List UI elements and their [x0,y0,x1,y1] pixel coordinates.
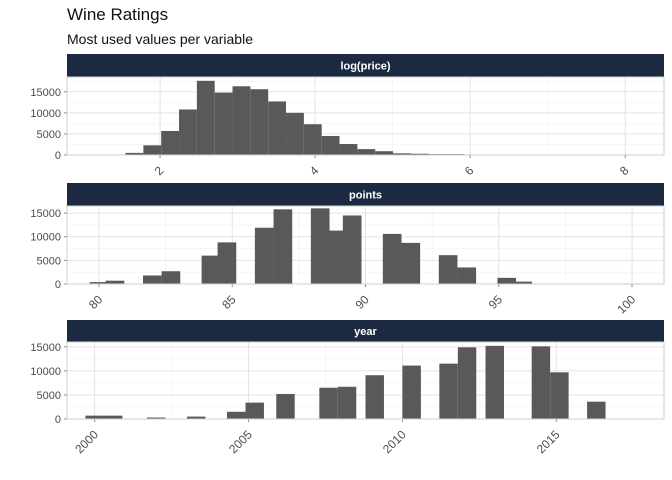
facet-strip-label: log(price) [340,61,390,73]
histogram-bar [286,112,304,155]
histogram-bar [365,375,384,419]
y-tick-label: 0 [55,279,61,291]
histogram-bar [497,277,517,284]
histogram-bar [382,233,402,284]
histogram-bar [337,386,357,419]
y-tick-label: 15000 [30,208,61,220]
x-tick-label: 100 [614,292,638,316]
y-tick-label: 0 [55,414,61,426]
histogram-bar [187,416,206,419]
y-tick-label: 5000 [37,255,61,267]
histogram-bar [147,417,166,419]
histogram-bar [179,109,197,155]
histogram-bar [587,401,606,419]
chart-subtitle: Most used values per variable [67,31,253,47]
histogram-bar [85,415,104,419]
histogram-bar [245,402,264,419]
facet-panel-2: year 0 5000 10000 15000 2000 2005 2010 2015 [30,320,665,456]
plot-panel [67,77,664,155]
facet-strip [67,320,664,342]
histogram-bar [401,242,421,284]
chart-title: Wine Ratings [67,5,169,24]
histogram-bar [457,267,477,284]
x-tick-label: 4 [307,163,322,178]
histogram-bar [196,80,215,155]
facet-panel-1: points 0 5000 10000 15000 80 85 90 95 100 [30,183,665,317]
histogram-bar [105,280,125,284]
x-tick-label: 2005 [226,427,255,456]
y-tick-label: 10000 [30,232,61,244]
histogram-bar [254,227,274,284]
histogram-bar [410,153,429,155]
x-tick-label: 85 [219,292,239,312]
y-tick-label: 10000 [30,366,61,378]
histogram-bar [310,208,330,284]
y-tick-label: 0 [55,150,61,162]
histogram-bar [326,230,346,284]
histogram-bar [393,153,411,155]
histogram-bar [273,209,293,284]
y-tick-label: 15000 [30,342,61,354]
facet-panel-0: log(price) 0 5000 10000 15000 2 4 6 8 [30,54,665,178]
histogram-bar [232,86,251,155]
histogram-bar [214,92,233,155]
histogram-bar [357,149,376,155]
histogram-bar [375,151,394,155]
histogram-bar [439,363,458,419]
histogram-bar [339,144,358,155]
histogram-bar [321,136,340,155]
x-tick-label: 80 [86,292,106,312]
histogram-bar [457,347,477,419]
x-tick-label: 2010 [380,427,409,456]
histogram-bar [217,242,237,284]
histogram-bar [125,152,144,155]
y-tick-label: 10000 [30,108,61,120]
histogram-bar [143,145,162,155]
panel-border [66,76,665,156]
x-tick-label: 2 [152,163,167,178]
histogram-bar [485,345,504,419]
histogram-bar [250,89,269,155]
histogram-bar [342,215,362,284]
histogram-bar [303,124,322,155]
y-tick-label: 15000 [30,87,61,99]
facet-strip-label: points [349,190,382,202]
histogram-bar [103,415,123,419]
x-tick-label: 6 [462,163,477,178]
histogram-bar [89,282,109,284]
x-tick-label: 2015 [534,427,563,456]
x-tick-label: 8 [617,163,632,178]
panel-border [66,205,665,285]
histogram-bar [531,346,551,419]
facet-strip [67,54,664,77]
histogram-bar [142,275,162,284]
histogram-bar [161,130,180,155]
x-tick-label: 2000 [72,427,101,456]
y-tick-label: 5000 [37,390,61,402]
histogram-bar [227,411,246,419]
histogram-bar [438,255,458,284]
histogram-bar [550,372,569,419]
histogram-bar [276,393,295,419]
histogram-bar [402,365,421,419]
x-tick-label: 95 [486,292,506,312]
histogram-bar [201,255,221,284]
histogram-bar [268,101,287,155]
histogram-bar [161,271,181,284]
y-tick-label: 5000 [37,129,61,141]
facet-strip-label: year [354,326,377,338]
histogram-bar [513,281,533,284]
facet-strip [67,183,664,206]
histogram-bar [319,387,338,419]
x-tick-label: 90 [353,292,373,312]
panel-border [66,341,665,420]
